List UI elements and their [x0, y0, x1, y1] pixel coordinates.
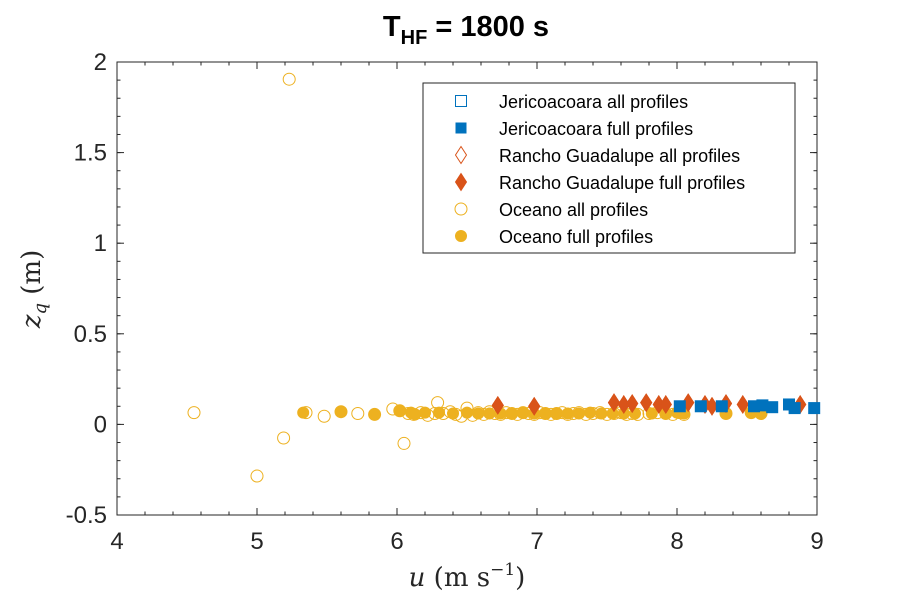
legend-marker-oceano-full-profiles	[455, 230, 467, 242]
oceano-all-profiles-point	[282, 72, 296, 86]
oceano-full-profiles-point	[483, 407, 496, 420]
rancho-guadalupe-full-profiles-point	[659, 395, 672, 414]
rancho-guadalupe-full-profiles-point	[626, 394, 639, 413]
rancho-guadalupe-full-profiles-point	[736, 395, 749, 414]
jericoacoara-full-profiles-point	[808, 402, 820, 414]
oceano-full-profiles-point	[393, 404, 406, 417]
oceano-all-profiles-point	[250, 469, 264, 483]
y-tick-label: 0	[94, 411, 107, 438]
oceano-full-profiles-point	[539, 407, 552, 420]
y-tick-label: 1	[94, 230, 107, 257]
rancho-guadalupe-full-profiles-point	[705, 396, 719, 416]
legend-markers	[454, 95, 468, 242]
oceano-full-profiles-point	[433, 406, 445, 419]
y-axis-sub: q	[30, 303, 51, 315]
jericoacoara-full-profiles-point	[756, 399, 768, 411]
chart-title: THF = 1800 s	[383, 11, 549, 49]
legend-marker-rancho-guadalupe-all-profiles	[454, 145, 468, 165]
y-tick-label: 1.5	[74, 140, 107, 167]
y-axis-var: z	[17, 314, 47, 329]
oceano-full-profiles-point	[335, 405, 347, 418]
tick-labels: 4 5 6 7 8 9 -0.5 0 0.5 1 1.5 2	[66, 49, 824, 555]
rancho-guadalupe-full-profiles-point	[607, 393, 621, 413]
oceano-full-profiles-point	[409, 408, 422, 421]
oceano-full-profiles-point	[297, 406, 310, 419]
y-axis-unit: (m)	[17, 250, 47, 303]
oceano-full-profiles-point	[550, 407, 563, 420]
x-axis-exp: −1	[490, 560, 515, 580]
legend-box	[422, 82, 796, 254]
x-axis-var: u	[409, 563, 426, 593]
x-axis-unit-close: )	[515, 563, 525, 593]
x-axis-unit-open: (m s	[425, 563, 490, 593]
y-tick-label: 2	[94, 49, 107, 76]
oceano-full-profiles-point	[595, 407, 608, 420]
x-tick-label: 7	[530, 528, 543, 555]
legend-marker-oceano-all-profiles	[454, 202, 468, 216]
x-tick-label: 8	[670, 528, 683, 555]
rancho-guadalupe-full-profiles-point	[528, 396, 541, 416]
oceano-all-profiles-point	[187, 406, 201, 420]
x-tick-label: 5	[250, 528, 263, 555]
x-tick-label: 6	[390, 528, 403, 555]
legend-marker-jericoacoara-all-profiles	[455, 95, 467, 107]
y-tick-label: 0.5	[74, 321, 107, 348]
oceano-all-profiles-point	[351, 407, 365, 421]
jericoacoara-full-profiles-point	[674, 400, 686, 412]
legend-label-rancho-full: Rancho Guadalupe full profiles	[499, 173, 745, 193]
legend-label-oceano-full: Oceano full profiles	[499, 227, 653, 247]
x-axis-label: u (m s−1)	[409, 560, 526, 593]
oceano-full-profiles-point	[419, 406, 431, 419]
oceano-full-profiles-point	[368, 408, 381, 421]
oceano-full-profiles-point	[645, 407, 658, 420]
oceano-full-profiles-point	[505, 407, 518, 420]
y-tick-label: -0.5	[66, 502, 107, 529]
oceano-full-profiles-point	[472, 407, 485, 420]
title-rest: = 1800 s	[427, 11, 549, 43]
x-tick-label: 9	[810, 528, 823, 555]
jericoacoara-full-profiles-point	[766, 401, 778, 413]
oceano-full-profiles-point	[573, 407, 585, 420]
oceano-all-profiles-point	[397, 436, 411, 450]
legend-label-rancho-all: Rancho Guadalupe all profiles	[499, 146, 740, 166]
axis-ticks	[116, 61, 818, 516]
legend: Jericoacoara all profiles Jericoacoara f…	[422, 82, 796, 254]
rancho-guadalupe-full-profiles-point	[640, 393, 653, 413]
title-main: T	[383, 11, 401, 43]
oceano-full-profiles-point	[461, 406, 473, 419]
jericoacoara-full-profiles-point	[716, 400, 728, 412]
oceano-all-profiles-point	[317, 409, 331, 423]
y-axis-label: zq (m)	[17, 250, 51, 329]
legend-label-jericoacoara-full: Jericoacoara full profiles	[499, 119, 693, 139]
title-subscript: HF	[401, 27, 428, 49]
rancho-guadalupe-full-profiles-point	[491, 395, 504, 415]
jericoacoara-full-profiles-point	[695, 400, 707, 412]
data-points	[187, 72, 821, 483]
legend-label-oceano-all: Oceano all profiles	[499, 200, 648, 220]
oceano-full-profiles-point	[561, 407, 574, 420]
legend-marker-rancho-guadalupe-full-profiles	[454, 172, 468, 192]
oceano-full-profiles-point	[447, 407, 459, 420]
x-tick-label: 4	[110, 528, 123, 555]
oceano-full-profiles-point	[517, 406, 529, 419]
jericoacoara-full-profiles-point	[789, 402, 801, 414]
oceano-all-profiles-point	[277, 431, 291, 445]
legend-marker-jericoacoara-full-profiles	[455, 122, 467, 134]
legend-label-jericoacoara-all: Jericoacoara all profiles	[499, 92, 688, 112]
oceano-full-profiles-point	[584, 406, 597, 419]
